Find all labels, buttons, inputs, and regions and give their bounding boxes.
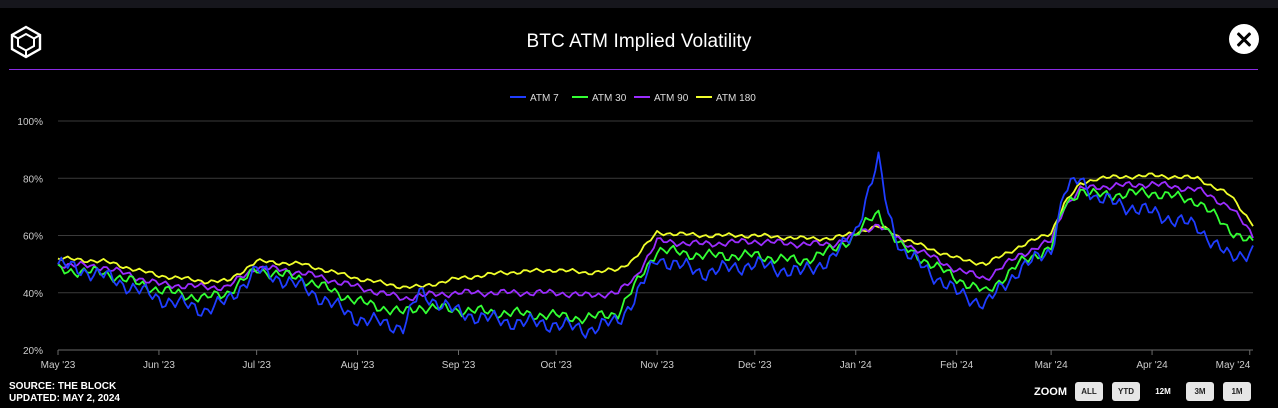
page-title: BTC ATM Implied Volatility (526, 31, 752, 52)
x-tick-label: Oct '23 (541, 360, 573, 371)
top-strip (0, 0, 1278, 8)
updated-label: UPDATED: MAY 2, 2024 (9, 393, 120, 404)
source-note: SOURCE: THE BLOCK UPDATED: MAY 2, 2024 (9, 381, 120, 405)
y-tick-label: 40% (23, 289, 43, 300)
x-tick-label: Sep '23 (442, 360, 476, 371)
zoom-12m-button[interactable]: 12M (1149, 382, 1177, 401)
close-button[interactable] (1229, 24, 1259, 54)
legend-item[interactable]: ATM 180 (696, 93, 756, 104)
legend-item[interactable]: ATM 30 (572, 93, 627, 104)
zoom-1m-button[interactable]: 1M (1223, 382, 1251, 401)
series-line-atm-90 (57, 180, 1254, 302)
zoom-label: ZOOM (1034, 386, 1067, 398)
series-line-atm-180 (57, 172, 1254, 290)
y-tick-label: 100% (17, 117, 43, 128)
legend-item[interactable]: ATM 7 (510, 93, 559, 104)
chart-legend: ATM 7 ATM 30 ATM 90 ATM 180 (510, 93, 756, 104)
y-tick-label: 60% (23, 232, 43, 243)
y-tick-label: 20% (23, 346, 43, 357)
source-label: SOURCE: THE BLOCK (9, 381, 117, 392)
x-tick-label: Jun '23 (143, 360, 175, 371)
x-tick-label: Aug '23 (341, 360, 375, 371)
legend-label: ATM 7 (530, 93, 559, 104)
x-tick-label: Jul '23 (242, 360, 271, 371)
y-axis-ticks: 20% 40% 60% 80% 100% (17, 117, 43, 357)
x-tick-label: Jan '24 (840, 360, 872, 371)
series-line-atm-7 (57, 151, 1254, 339)
legend-label: ATM 30 (592, 93, 627, 104)
x-tick-label: May '24 (1216, 360, 1251, 371)
y-tick-label: 80% (23, 174, 43, 185)
chart-series-lines (57, 151, 1254, 339)
zoom-all-button[interactable]: ALL (1075, 382, 1103, 401)
x-tick-label: Dec '23 (738, 360, 772, 371)
the-block-logo-icon (10, 25, 42, 59)
x-tick-label: Feb '24 (940, 360, 973, 371)
chart-gridlines (58, 120, 1253, 351)
legend-item[interactable]: ATM 90 (634, 93, 689, 104)
zoom-3m-button[interactable]: 3M (1186, 382, 1214, 401)
volatility-line-chart: 20% 40% 60% 80% 100% May '23 Jun '23 Jul '23 Au… (17, 93, 1254, 371)
x-tick-label: Mar '24 (1035, 360, 1068, 371)
legend-label: ATM 180 (716, 93, 756, 104)
x-tick-label: May '23 (41, 360, 76, 371)
x-tick-label: Apr '24 (1136, 360, 1168, 371)
title-divider (9, 69, 1258, 70)
x-tick-label: Nov '23 (640, 360, 674, 371)
legend-label: ATM 90 (654, 93, 689, 104)
zoom-ytd-button[interactable]: YTD (1112, 382, 1140, 401)
series-line-atm-30 (57, 187, 1254, 325)
x-axis-ticks: May '23 Jun '23 Jul '23 Aug '23 Sep '23 Oct '… (41, 350, 1251, 371)
